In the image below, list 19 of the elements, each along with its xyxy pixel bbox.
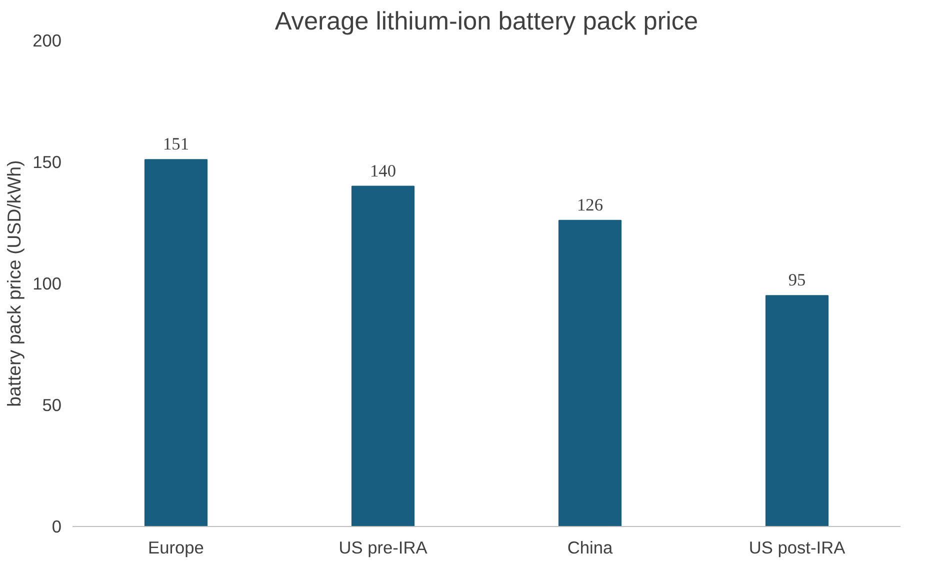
x-tick-label: US post-IRA — [748, 538, 846, 558]
y-tick-label: 100 — [32, 274, 62, 294]
y-axis-title: battery pack price (USD/kWh) — [4, 160, 25, 407]
y-tick-label: 0 — [52, 516, 62, 536]
x-tick-label: US pre-IRA — [338, 538, 428, 558]
bar — [558, 220, 622, 526]
data-label: 140 — [370, 161, 396, 180]
y-tick-label: 150 — [32, 152, 62, 172]
bar — [351, 186, 415, 526]
data-label: 151 — [163, 134, 190, 154]
data-label: 95 — [788, 270, 806, 290]
x-tick-label: Europe — [148, 538, 204, 558]
y-tick-label: 200 — [32, 30, 62, 50]
y-tick-label: 50 — [42, 395, 62, 415]
x-tick-label: China — [567, 538, 613, 558]
bar — [144, 159, 208, 526]
data-label: 126 — [577, 195, 604, 214]
bar — [765, 295, 829, 526]
chart-title: Average lithium-ion battery pack price — [274, 8, 698, 36]
